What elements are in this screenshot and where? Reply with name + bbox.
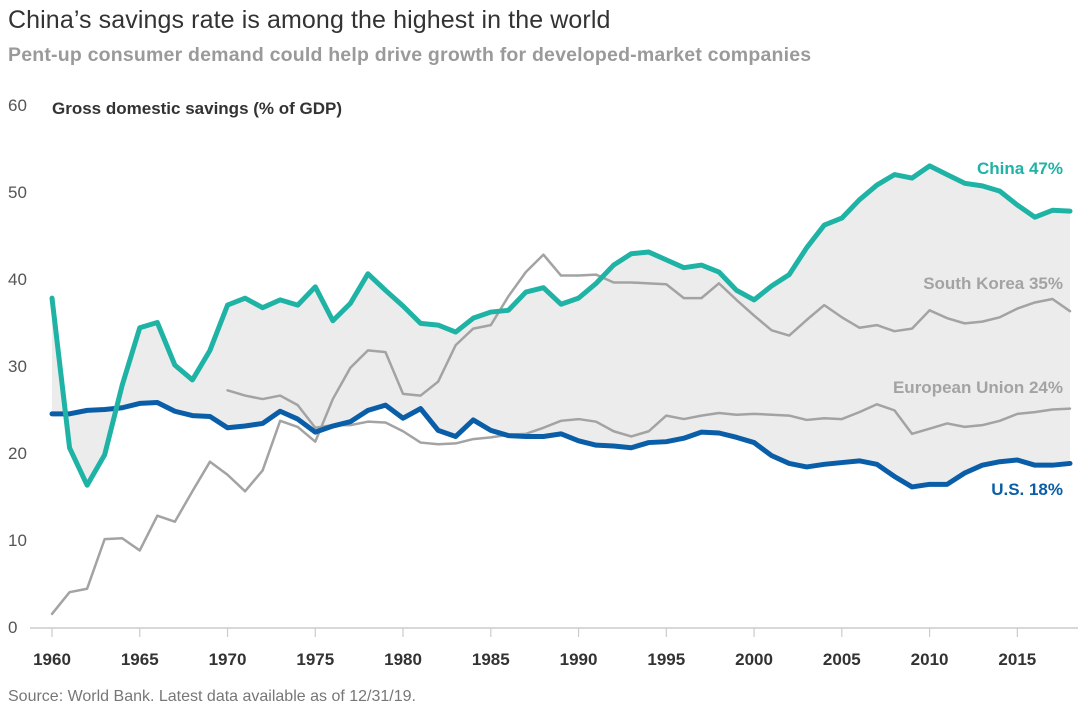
y-axis-label: Gross domestic savings (% of GDP) [52,99,342,118]
x-tick-label: 1975 [296,650,334,669]
chart-title: China’s savings rate is among the highes… [8,6,611,34]
series-lines [49,163,1073,616]
x-tick-label: 1990 [560,650,598,669]
y-tick-label: 0 [8,618,17,637]
series-european-union [226,389,1072,446]
x-tick-label: 2015 [998,650,1036,669]
series-label-china: China 47% [977,159,1063,178]
series-u-s [49,400,1073,490]
series-labels: China 47% South Korea 35% European Union 2… [893,159,1063,499]
y-tick-label: 20 [8,444,27,463]
y-tick-label: 50 [8,183,27,202]
chart-subtitle: Pent-up consumer demand could help drive… [8,44,812,66]
x-tick-label: 2005 [823,650,861,669]
shaded-band [52,165,1070,487]
source-note: Source: World Bank. Latest data availabl… [8,688,416,705]
x-tick-label: 1985 [472,650,510,669]
shaded-band-layer [52,165,1070,487]
y-tick-label: 30 [8,357,27,376]
x-tick-label: 1995 [647,650,685,669]
series-label-south-korea: South Korea 35% [923,274,1063,293]
series-label-u-s: U.S. 18% [991,480,1063,499]
series-china [49,163,1073,488]
x-tick-label: 2000 [735,650,773,669]
axes: 1960 1965 1970 1975 1980 1985 1990 1995 2000 2005… [8,96,1078,669]
x-tick-label: 1970 [209,650,247,669]
x-tick-label: 2010 [911,650,949,669]
series-label-european-union: European Union 24% [893,378,1063,397]
x-tick-label: 1980 [384,650,422,669]
x-tick-label: 1965 [121,650,159,669]
y-tick-label: 10 [8,531,27,550]
y-tick-label: 60 [8,96,27,115]
series-south-korea [50,253,1072,616]
y-tick-label: 40 [8,270,27,289]
x-tick-label: 1960 [33,650,71,669]
